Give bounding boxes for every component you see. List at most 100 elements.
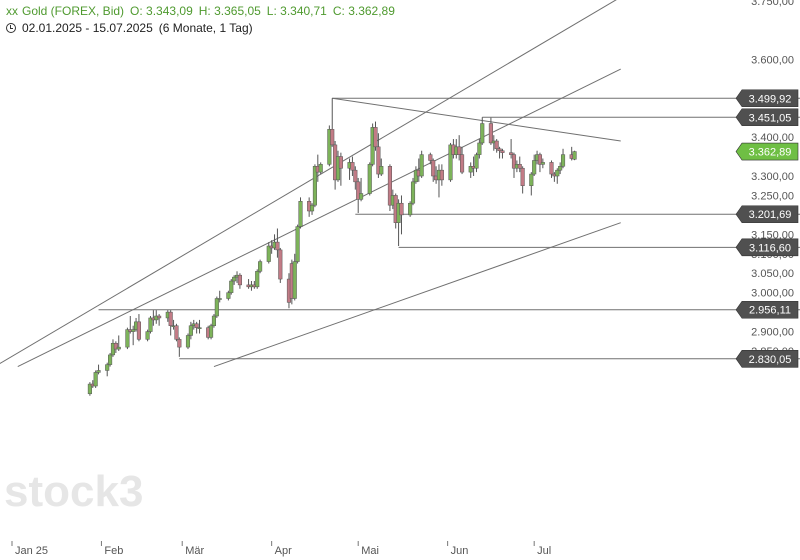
x-tick-label: Jul: [537, 545, 551, 557]
candle: [105, 362, 110, 377]
candle: [131, 325, 136, 346]
close-value: C: 3.362,89: [332, 4, 395, 18]
last-price-label-text: 3.362,89: [749, 147, 792, 159]
candle-body: [211, 315, 216, 326]
x-tick-label: Jan 25: [15, 545, 48, 557]
candle: [555, 168, 560, 184]
candle-body: [350, 162, 355, 171]
candle-body: [209, 325, 214, 338]
level-label-3: 3.116,60: [735, 238, 799, 257]
candle-body: [217, 298, 222, 300]
candle: [474, 152, 479, 173]
candle: [278, 247, 283, 283]
candle-body: [379, 166, 384, 175]
level-label-4-bg: [735, 300, 799, 319]
chart-header: хх Gold (FOREX, Bid) O: 3.343,09 H: 3.365,0…: [6, 4, 401, 18]
candle-body: [356, 181, 361, 200]
candle-body: [237, 274, 242, 286]
candle-body: [214, 298, 219, 317]
candle: [460, 146, 465, 175]
candle: [468, 162, 473, 178]
candle: [431, 158, 436, 182]
candle: [327, 125, 332, 167]
level-label-4-text: 2.956,11: [749, 305, 791, 317]
y-tick-label: 3.150,00: [751, 229, 794, 241]
watermark: stock3: [4, 467, 143, 516]
y-tick-label: 3.000,00: [751, 288, 794, 300]
candle: [376, 133, 381, 178]
candle-body: [558, 166, 563, 171]
candle: [373, 121, 378, 151]
candle: [93, 370, 98, 388]
candle-body: [494, 140, 499, 150]
level-label-1-text: 3.451,05: [749, 112, 792, 124]
y-tick-label: 3.400,00: [751, 132, 794, 144]
period: (6 Monate, 1 Tag): [158, 21, 253, 35]
candle: [209, 323, 214, 340]
last-price-label-bg: [735, 142, 799, 161]
trendline-3: [332, 97, 621, 142]
candle-body: [477, 142, 482, 155]
candle: [226, 290, 231, 301]
x-tick-label: Mär: [185, 545, 204, 557]
candle: [529, 172, 534, 196]
candle-body: [537, 154, 543, 165]
level-label-1: 3.451,05: [735, 108, 799, 127]
candle-body: [410, 181, 416, 204]
candle-body: [312, 166, 317, 206]
candle-body: [258, 261, 263, 272]
level-label-0: 3.499,92: [735, 89, 799, 108]
candle-body: [509, 152, 514, 155]
candle: [379, 158, 384, 177]
candle-body: [255, 271, 260, 288]
candle-body: [460, 154, 465, 173]
candle: [356, 177, 361, 213]
candle-body: [197, 327, 202, 329]
candle-body: [194, 323, 199, 328]
candle-body: [330, 129, 335, 146]
candle-body: [148, 317, 153, 332]
candle-body: [136, 321, 141, 340]
candle: [174, 323, 179, 342]
horizontal-levels: [98, 97, 800, 360]
candle-body: [278, 249, 283, 280]
candle: [511, 152, 517, 178]
candle-body: [168, 311, 173, 326]
candle-body: [93, 372, 98, 387]
candle: [217, 290, 222, 303]
level-label-2-text: 3.201,69: [749, 209, 792, 221]
candle-body: [309, 204, 315, 212]
level-label-2: 3.201,69: [735, 205, 799, 224]
price-labels: 3.499,92 3.451,05 3.201,69 3.116,60 2.956,11…: [735, 89, 799, 368]
candle-body: [226, 292, 231, 299]
level-label-5-text: 2.830,05: [749, 354, 792, 366]
candle: [428, 152, 433, 165]
date-range: 02.01.2025 - 15.07.2025: [22, 21, 153, 35]
candle: [295, 224, 300, 264]
level-label-3-bg: [735, 238, 799, 257]
candle-body: [387, 166, 392, 206]
candle: [532, 154, 537, 177]
candle-icon: хх: [6, 4, 18, 18]
candle: [540, 158, 545, 169]
candle-body: [327, 129, 332, 165]
candle-body: [448, 144, 453, 181]
candle-body: [125, 329, 130, 348]
high-value: H: 3.365,05: [198, 4, 261, 18]
open-value: O: 3.343,09: [130, 4, 193, 18]
candle: [318, 162, 323, 175]
trendline-1: [17, 68, 621, 368]
y-tick-label: 3.300,00: [751, 171, 794, 183]
candle: [157, 314, 162, 326]
candle-body: [572, 151, 577, 160]
candle: [197, 319, 202, 334]
level-label-0-bg: [735, 89, 799, 108]
candle: [480, 117, 485, 145]
candle-body: [500, 150, 505, 153]
candle: [148, 316, 153, 334]
candle: [246, 279, 251, 289]
candle-body: [174, 325, 179, 340]
candle-body: [266, 245, 271, 262]
candle-body: [318, 164, 323, 173]
candle-body: [108, 354, 113, 365]
